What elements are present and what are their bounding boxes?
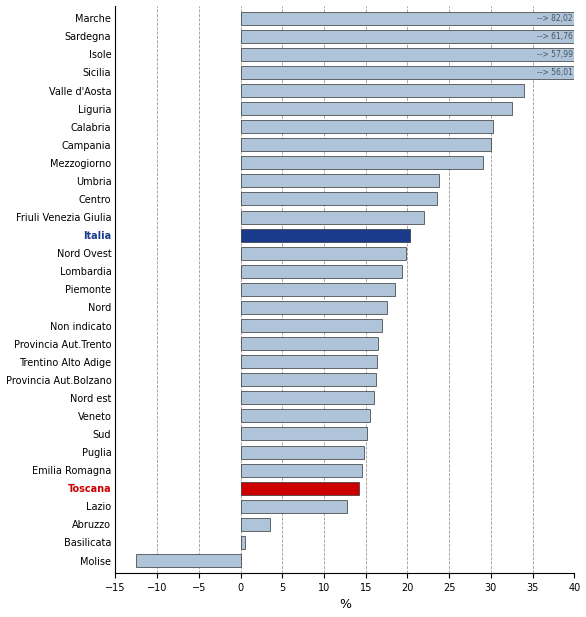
Bar [241,391,374,404]
Bar [241,428,367,441]
Bar [241,518,270,531]
Bar [241,102,512,115]
Bar [241,463,362,477]
Bar [241,319,383,332]
Text: --> 56,01: --> 56,01 [537,68,573,77]
Bar [241,482,359,495]
Bar [241,247,406,260]
Bar [241,30,574,43]
Bar [241,355,377,368]
Bar [241,536,245,549]
Text: --> 82,02: --> 82,02 [537,14,573,23]
Bar [241,138,491,151]
Bar [241,301,387,314]
Bar [241,445,364,458]
Bar [241,337,379,350]
Bar [241,373,376,386]
Bar [241,12,574,25]
Bar [241,410,370,423]
Bar [241,48,574,61]
Bar [241,210,424,223]
Bar [241,265,401,278]
Bar [241,229,410,242]
Bar [137,554,241,567]
Text: --> 57,99: --> 57,99 [537,50,573,59]
Bar [241,193,437,205]
Bar [241,156,482,169]
Bar [241,66,574,79]
Text: --> 61,76: --> 61,76 [537,32,573,41]
Bar [241,500,347,513]
Bar [241,283,395,296]
Bar [241,84,524,97]
Bar [241,175,439,188]
Bar [241,120,493,133]
X-axis label: %: % [339,598,351,611]
